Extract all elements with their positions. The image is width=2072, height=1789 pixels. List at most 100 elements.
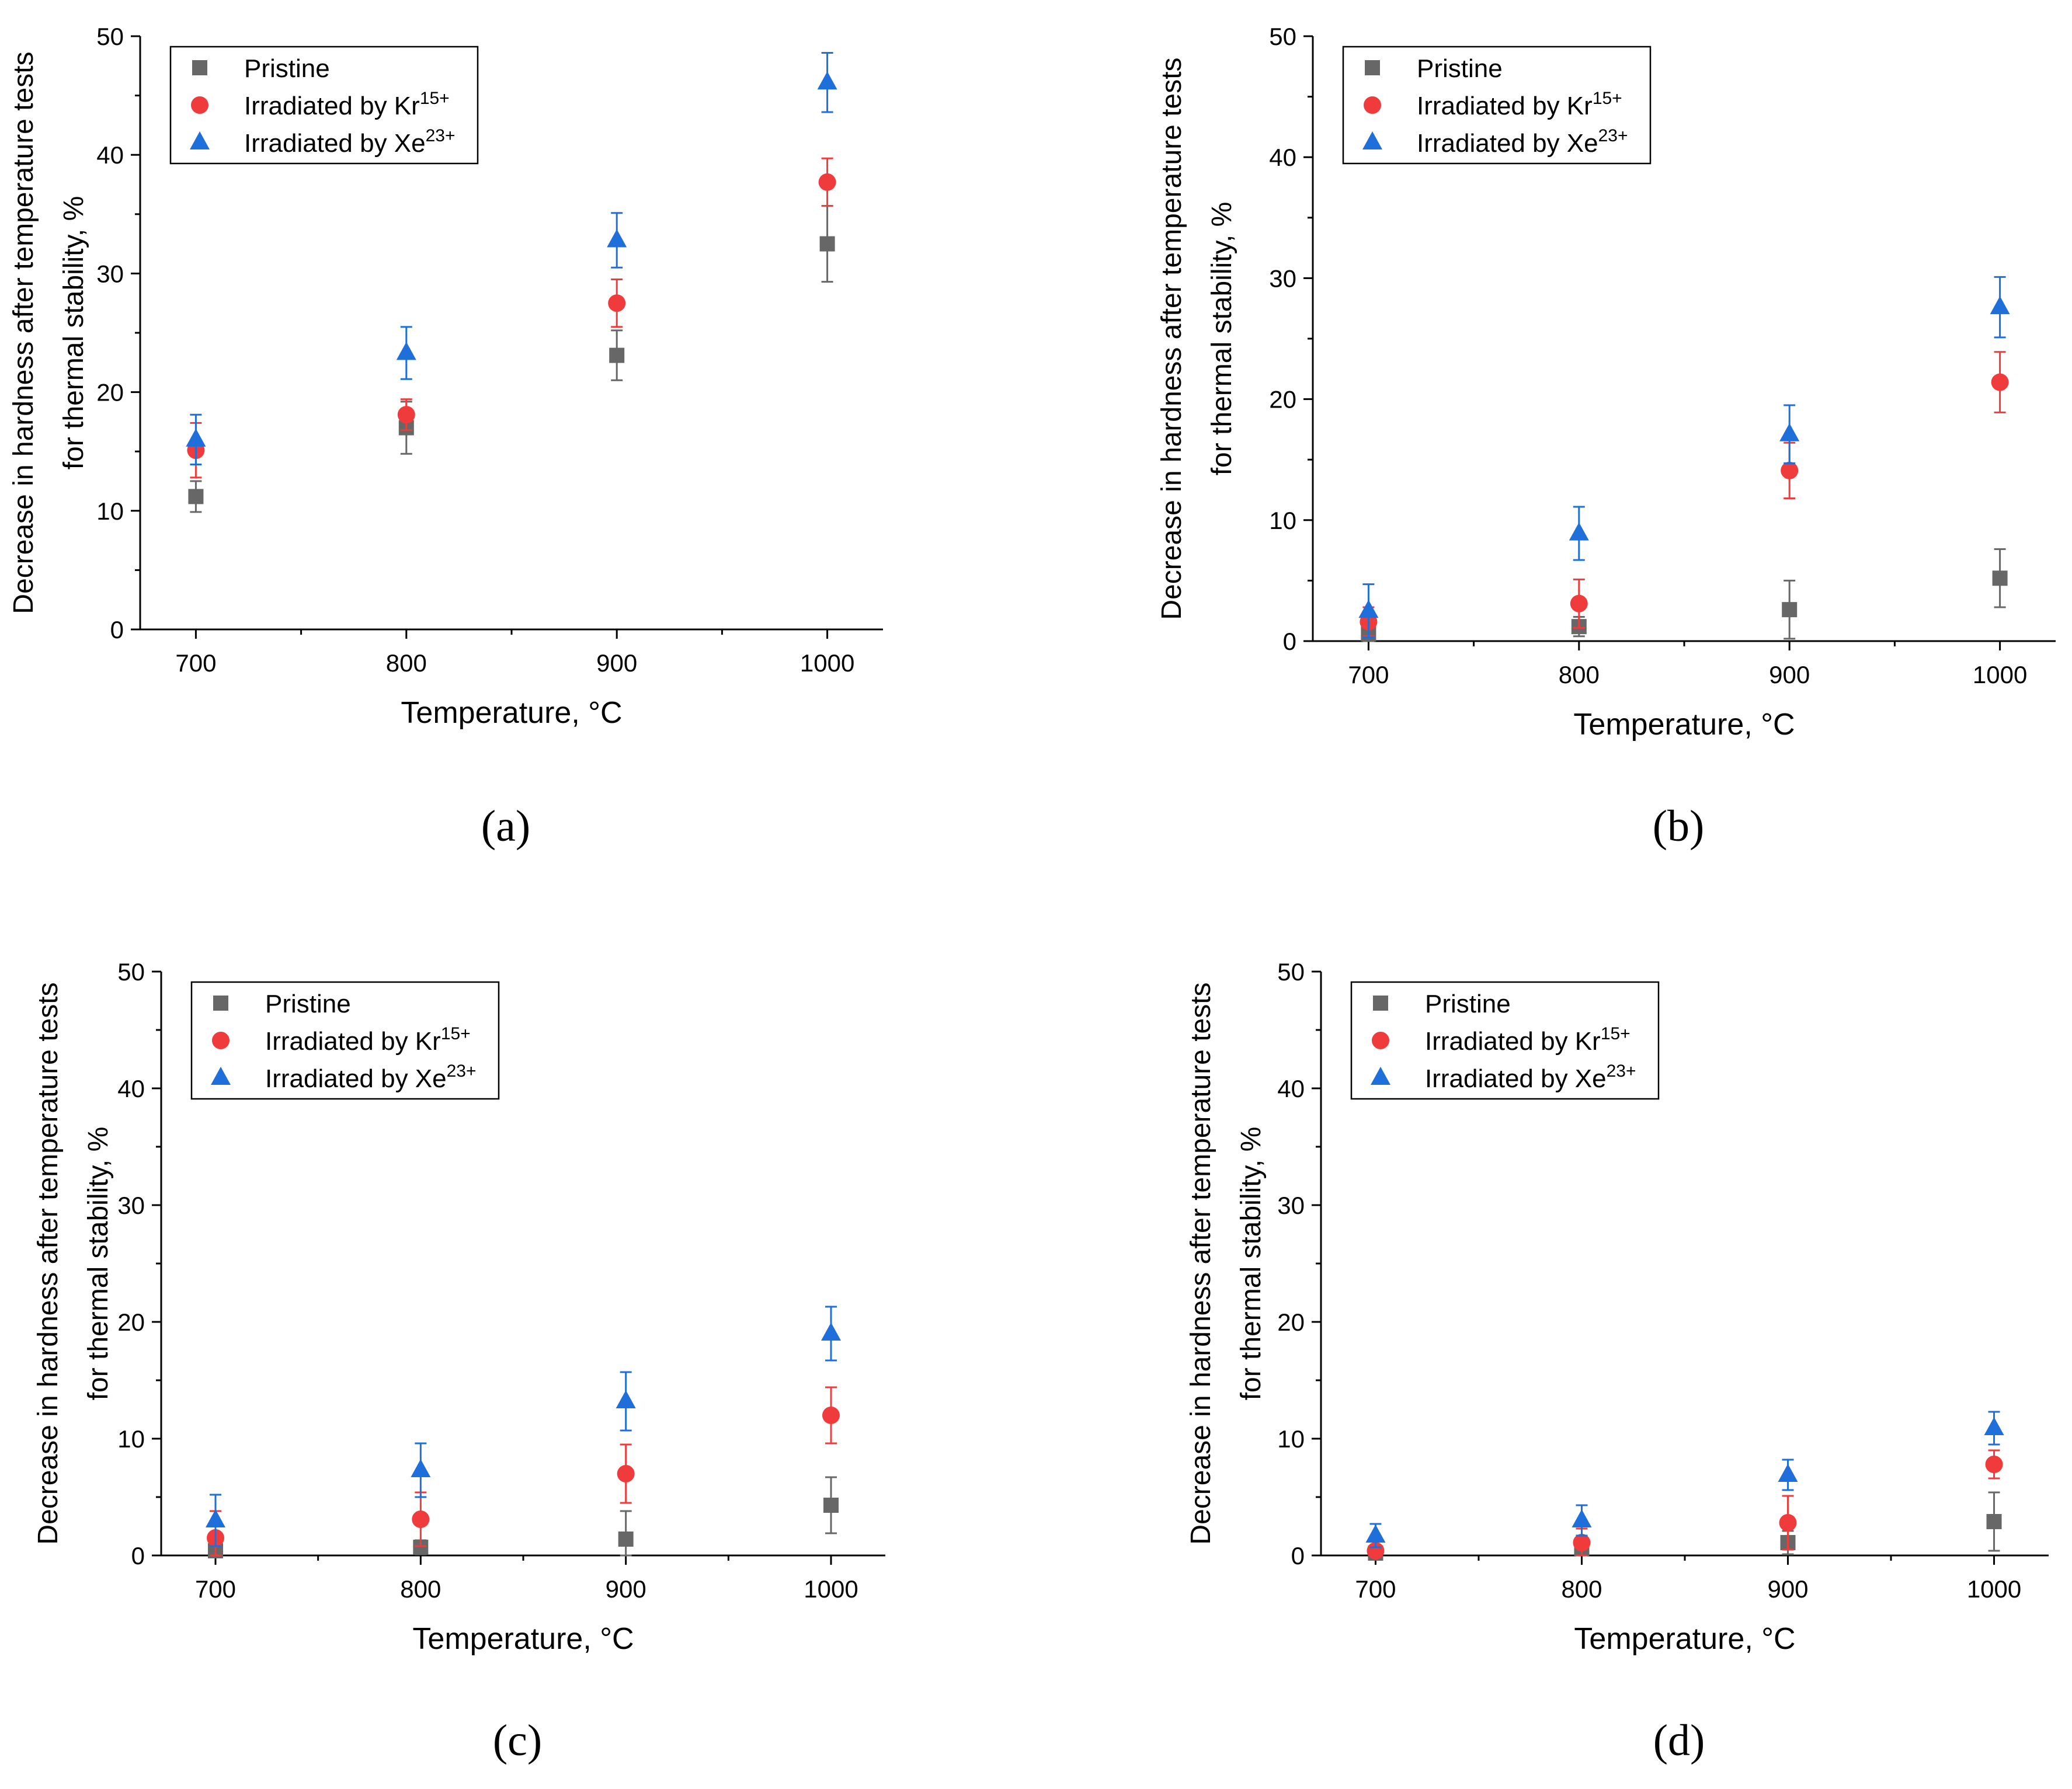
legend-entry-superscript: 15+ — [420, 89, 450, 108]
y-tick-label: 0 — [1291, 1542, 1305, 1569]
y-axis-title-line2: for thermal stability, % — [1207, 202, 1237, 476]
y-tick-label: 0 — [1283, 628, 1296, 655]
data-point-square — [1992, 570, 2008, 586]
x-tick-label: 1000 — [1967, 1575, 2021, 1603]
legend-entry-superscript: 15+ — [1593, 89, 1622, 108]
x-tick-label: 900 — [596, 649, 637, 677]
legend-marker-triangle — [1371, 1067, 1390, 1085]
y-tick-label: 20 — [1269, 386, 1296, 413]
legend-entry-name: Irradiated by Xe — [1425, 1064, 1607, 1093]
series-square — [188, 205, 835, 513]
legend-marker-circle — [1364, 96, 1381, 114]
data-point-circle — [818, 173, 836, 191]
panel-label: (c) — [493, 1716, 542, 1765]
data-point-square — [819, 236, 835, 252]
data-point-circle — [1573, 1534, 1591, 1551]
y-axis-title-line1: Decrease in hardness after temperature t… — [33, 982, 64, 1544]
x-tick-label: 1000 — [1973, 661, 2027, 688]
data-point-circle — [608, 294, 626, 312]
x-tick-label: 1000 — [804, 1575, 858, 1603]
legend-marker-square — [192, 60, 207, 75]
y-tick-label: 20 — [117, 1308, 145, 1336]
legend-entry-name: Pristine — [1425, 990, 1511, 1018]
series-square — [1361, 548, 2008, 642]
legend-entry-name: Irradiated by Kr — [1417, 92, 1593, 120]
y-tick-label: 50 — [117, 958, 145, 986]
data-point-circle — [412, 1510, 430, 1528]
y-tick-label: 10 — [117, 1425, 145, 1453]
x-tick-label: 800 — [1561, 1575, 1602, 1603]
y-axis-title-line1: Decrease in hardness after temperature t… — [1186, 982, 1216, 1544]
data-point-circle — [1991, 373, 2009, 391]
legend-entry: Pristine — [244, 54, 330, 83]
x-tick-label: 800 — [386, 649, 427, 677]
y-tick-label: 40 — [117, 1075, 145, 1102]
y-axis-title-line2: for thermal stability, % — [58, 196, 89, 470]
data-point-circle — [1781, 461, 1799, 479]
legend-entry-name: Pristine — [244, 54, 330, 83]
y-axis-title-line2: for thermal stability, % — [83, 1127, 114, 1401]
legend-entry: Pristine — [1425, 990, 1511, 1018]
legend-entry: Irradiated by Xe23+ — [265, 1061, 477, 1093]
legend-entry: Irradiated by Kr15+ — [1425, 1024, 1631, 1056]
panel-label: (a) — [481, 802, 530, 851]
y-axis-title-line1: Decrease in hardness after temperature t… — [8, 51, 39, 614]
legend-entry-superscript: 23+ — [1607, 1061, 1636, 1081]
legend-marker-triangle — [211, 1067, 231, 1085]
x-tick-label: 900 — [606, 1575, 646, 1603]
legend-entry: Irradiated by Kr15+ — [244, 89, 450, 120]
x-tick-label: 700 — [1355, 1575, 1396, 1603]
x-axis-title: Temperature, °C — [1574, 1622, 1795, 1656]
legend-frame — [169, 46, 479, 165]
y-tick-label: 10 — [1277, 1425, 1305, 1453]
x-tick-label: 700 — [1348, 661, 1389, 688]
legend-entry-name: Irradiated by Xe — [265, 1064, 447, 1093]
x-tick-label: 900 — [1767, 1575, 1808, 1603]
legend-entry-superscript: 23+ — [447, 1061, 477, 1081]
legend-entry: Pristine — [1417, 54, 1503, 83]
series-square — [208, 1476, 839, 1558]
series-circle — [187, 157, 836, 479]
legend: Pristine Irradiated by Kr15+ Irradiated by… — [169, 46, 479, 165]
data-point-triangle — [1990, 296, 2010, 315]
data-point-square — [618, 1532, 634, 1547]
series-circle — [1367, 1449, 2003, 1560]
legend-frame — [190, 981, 500, 1100]
chart-panel-b: 0 10 20 30 40 50 700 800 900 1000 Temperature, °C D… — [1156, 23, 2056, 851]
data-point-triangle — [1569, 522, 1589, 541]
data-point-square — [609, 347, 625, 363]
data-point-circle — [822, 1407, 840, 1424]
data-point-square — [823, 1498, 839, 1513]
y-tick-label: 20 — [1277, 1308, 1305, 1336]
legend-entry: Pristine — [265, 990, 351, 1018]
y-tick-label: 50 — [96, 23, 124, 50]
legend-entry-superscript: 15+ — [441, 1024, 471, 1043]
legend: Pristine Irradiated by Kr15+ Irradiated by… — [1350, 981, 1660, 1100]
x-tick-label: 900 — [1769, 661, 1810, 688]
y-tick-label: 40 — [96, 141, 124, 169]
data-point-triangle — [411, 1459, 431, 1477]
legend-entry: Irradiated by Xe23+ — [244, 126, 456, 158]
legend-marker-square — [1365, 60, 1380, 75]
data-point-triangle — [1572, 1509, 1592, 1527]
chart-panel-d: 0 10 20 30 40 50 700 800 900 1000 Temperature, °C D… — [1186, 958, 2049, 1765]
legend-marker-triangle — [190, 131, 210, 149]
x-tick-label: 700 — [175, 649, 216, 677]
series-triangle — [1358, 276, 2010, 639]
y-tick-label: 30 — [96, 260, 124, 287]
legend: Pristine Irradiated by Kr15+ Irradiated by… — [190, 981, 500, 1100]
legend-entry-superscript: 15+ — [1601, 1024, 1631, 1043]
chart-panel-a: 0 10 20 30 40 50 700 800 900 1000 Temperature, °C D… — [8, 23, 883, 851]
x-axis-title: Temperature, °C — [412, 1622, 634, 1656]
y-tick-label: 30 — [1269, 264, 1296, 292]
series-triangle — [206, 1306, 841, 1547]
data-point-circle — [397, 406, 415, 424]
panel-label: (d) — [1653, 1716, 1705, 1765]
data-point-triangle — [616, 1390, 636, 1408]
series-triangle — [1365, 1411, 2004, 1548]
legend-marker-triangle — [1362, 131, 1382, 149]
legend-entry-name: Irradiated by Kr — [265, 1027, 441, 1056]
legend-entry-superscript: 23+ — [426, 126, 456, 145]
data-point-circle — [617, 1465, 635, 1482]
